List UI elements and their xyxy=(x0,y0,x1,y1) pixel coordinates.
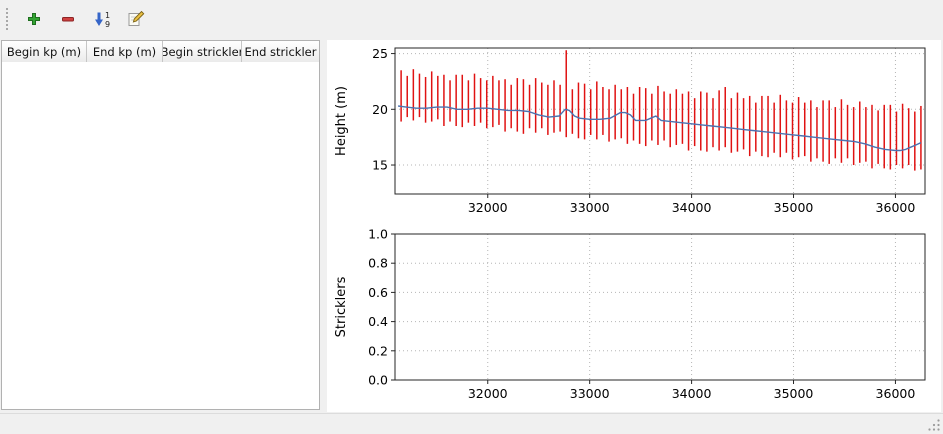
svg-text:0.0: 0.0 xyxy=(368,373,388,388)
plus-icon xyxy=(28,13,40,25)
minus-icon xyxy=(62,17,74,22)
edit-row-button[interactable] xyxy=(122,6,150,32)
svg-text:1: 1 xyxy=(105,11,110,20)
sort-rows-button[interactable]: 1 9 xyxy=(88,6,116,32)
svg-text:9: 9 xyxy=(105,20,110,28)
height-chart: 32000 33000 34000 35000 36000 15 20 25 Height (m… xyxy=(327,40,941,226)
svg-text:34000: 34000 xyxy=(672,386,712,401)
column-header-end-strickler[interactable]: End strickler xyxy=(244,44,317,59)
svg-text:25: 25 xyxy=(372,46,388,61)
svg-text:33000: 33000 xyxy=(570,386,610,401)
edit-pencil-icon xyxy=(128,10,145,26)
svg-text:20: 20 xyxy=(372,102,388,117)
svg-text:0.4: 0.4 xyxy=(368,314,388,329)
svg-text:36000: 36000 xyxy=(876,386,916,401)
svg-text:1.0: 1.0 xyxy=(368,227,388,242)
resize-grip[interactable] xyxy=(928,419,941,432)
svg-text:34000: 34000 xyxy=(672,200,712,215)
stricklers-chart-canvas: 32000 33000 34000 35000 36000 0.0 0.2 0.4 0.6 0.8… xyxy=(327,226,941,412)
svg-text:36000: 36000 xyxy=(876,200,916,215)
add-row-button[interactable] xyxy=(20,6,48,32)
svg-text:35000: 35000 xyxy=(774,386,814,401)
svg-text:0.6: 0.6 xyxy=(368,285,388,300)
stricklers-chart: 32000 33000 34000 35000 36000 0.0 0.2 0.4 0.6 0.8… xyxy=(327,226,941,412)
svg-text:32000: 32000 xyxy=(468,200,508,215)
toolbar: 1 9 xyxy=(0,0,943,38)
svg-text:15: 15 xyxy=(372,158,388,173)
svg-text:32000: 32000 xyxy=(468,386,508,401)
toolbar-drag-handle[interactable] xyxy=(6,8,12,30)
svg-text:0.8: 0.8 xyxy=(368,256,388,271)
svg-text:Stricklers: Stricklers xyxy=(334,276,349,337)
table-body-empty[interactable] xyxy=(2,62,319,409)
svg-text:33000: 33000 xyxy=(570,200,610,215)
charts-panel: 32000 33000 34000 35000 36000 15 20 25 Height (m… xyxy=(327,40,941,412)
column-header-end-kp[interactable]: End kp (m) xyxy=(87,41,163,62)
table-header-row: Begin kp (m) End kp (m) Begin strickler … xyxy=(2,41,319,63)
column-header-begin-kp[interactable]: Begin kp (m) xyxy=(2,41,87,62)
sort-ascending-icon: 1 9 xyxy=(95,11,110,28)
column-header-begin-strickler[interactable]: Begin strickler xyxy=(163,41,242,62)
remove-row-button[interactable] xyxy=(54,6,82,32)
height-chart-canvas: 32000 33000 34000 35000 36000 15 20 25 Height (m… xyxy=(327,40,941,226)
status-bar xyxy=(0,413,943,434)
svg-text:35000: 35000 xyxy=(774,200,814,215)
zones-table: Begin kp (m) End kp (m) Begin strickler … xyxy=(1,40,320,410)
svg-text:Height (m): Height (m) xyxy=(334,86,349,156)
svg-text:0.2: 0.2 xyxy=(368,343,388,358)
